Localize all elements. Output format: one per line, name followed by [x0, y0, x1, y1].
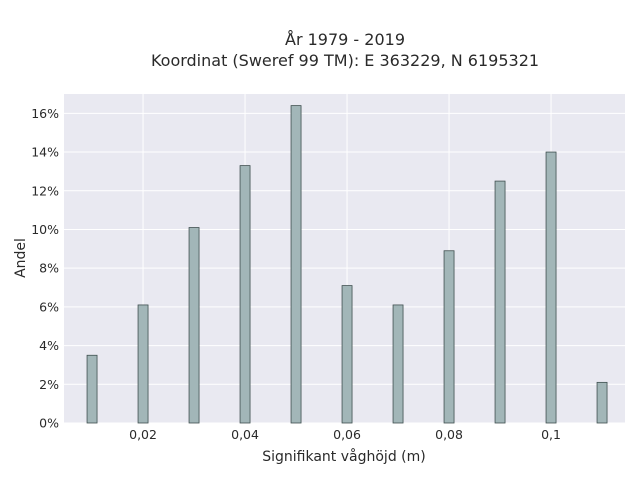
- x-tick-label-1: 0,04: [231, 427, 259, 442]
- y-tick-label-7: 14%: [31, 145, 59, 160]
- bars: [86, 105, 608, 424]
- y-axis-label: Andel: [13, 238, 29, 278]
- bar-7: [443, 250, 455, 424]
- bar-6: [392, 304, 404, 424]
- chart-title-line1: År 1979 - 2019: [285, 30, 405, 49]
- y-tick-label-3: 6%: [39, 299, 59, 314]
- y-tick-label-5: 10%: [31, 222, 59, 237]
- y-tick-label-4: 8%: [39, 261, 59, 276]
- bar-9: [545, 151, 557, 424]
- bar-8: [494, 180, 506, 424]
- x-tick-label-4: 0,1: [541, 427, 561, 442]
- x-tick-label-2: 0,06: [333, 427, 361, 442]
- x-tick-label-3: 0,08: [435, 427, 463, 442]
- y-tick-label-0: 0%: [39, 416, 59, 431]
- y-tick-label-2: 4%: [39, 338, 59, 353]
- bar-5: [341, 285, 353, 424]
- x-tick-labels: 0,02 0,04 0,06 0,08 0,1: [129, 427, 561, 442]
- y-tick-label-1: 2%: [39, 377, 59, 392]
- bar-2: [188, 227, 200, 424]
- bar-4: [290, 105, 302, 424]
- y-tick-label-8: 16%: [31, 106, 59, 121]
- bar-3: [239, 165, 251, 424]
- x-tick-label-0: 0,02: [129, 427, 157, 442]
- bar-10: [596, 381, 608, 424]
- bar-1: [137, 304, 149, 424]
- y-tick-label-6: 12%: [31, 183, 59, 198]
- x-axis-label: Signifikant våghöjd (m): [262, 448, 425, 465]
- bar-0: [86, 354, 98, 424]
- y-tick-labels: 0% 2% 4% 6% 8% 10% 12% 14% 16%: [31, 106, 59, 431]
- chart-title-line2: Koordinat (Sweref 99 TM): E 363229, N 61…: [151, 51, 539, 70]
